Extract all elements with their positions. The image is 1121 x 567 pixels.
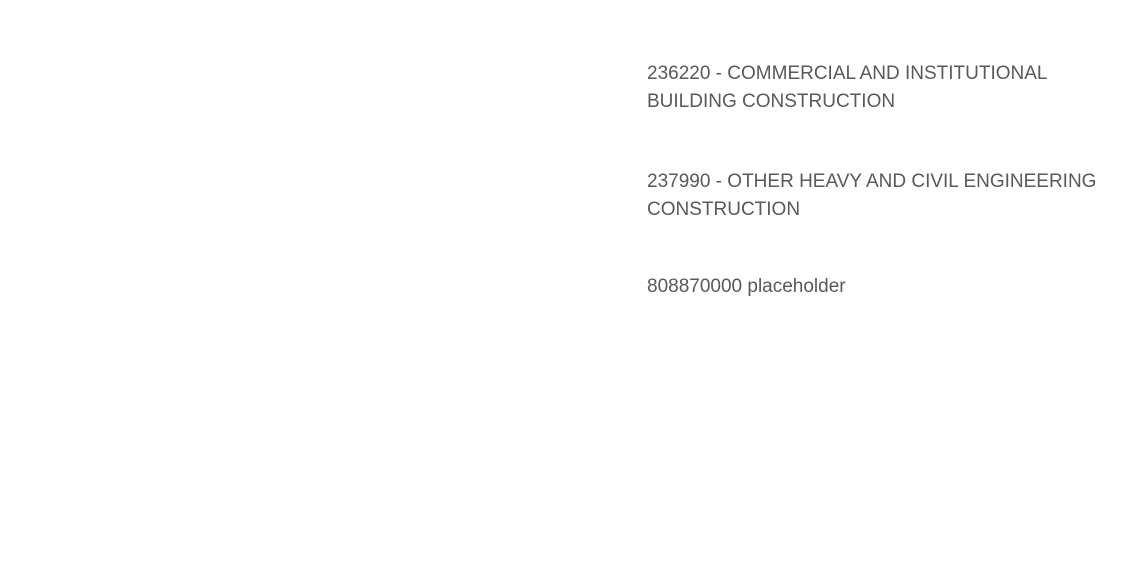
legend-swatch	[630, 283, 639, 292]
legend-swatch	[630, 178, 639, 187]
legend-label: 237990 - OTHER HEAVY AND CIVIL ENGINEERI…	[647, 171, 1097, 220]
legend-swatch	[630, 70, 639, 79]
legend-item: 237990 - OTHER HEAVY AND CIVIL ENGINEERI…	[630, 168, 1110, 224]
legend-label: 236220 - COMMERCIAL AND INSTITUTIONAL BU…	[647, 63, 1047, 112]
chart	[0, 0, 620, 567]
legend-item: 236220 - COMMERCIAL AND INSTITUTIONAL BU…	[630, 60, 1110, 116]
legend: 236220 - COMMERCIAL AND INSTITUTIONAL BU…	[630, 0, 1110, 567]
legend-item: 808870000 placeholder	[630, 273, 1110, 301]
legend-label: 808870000 placeholder	[647, 276, 846, 297]
